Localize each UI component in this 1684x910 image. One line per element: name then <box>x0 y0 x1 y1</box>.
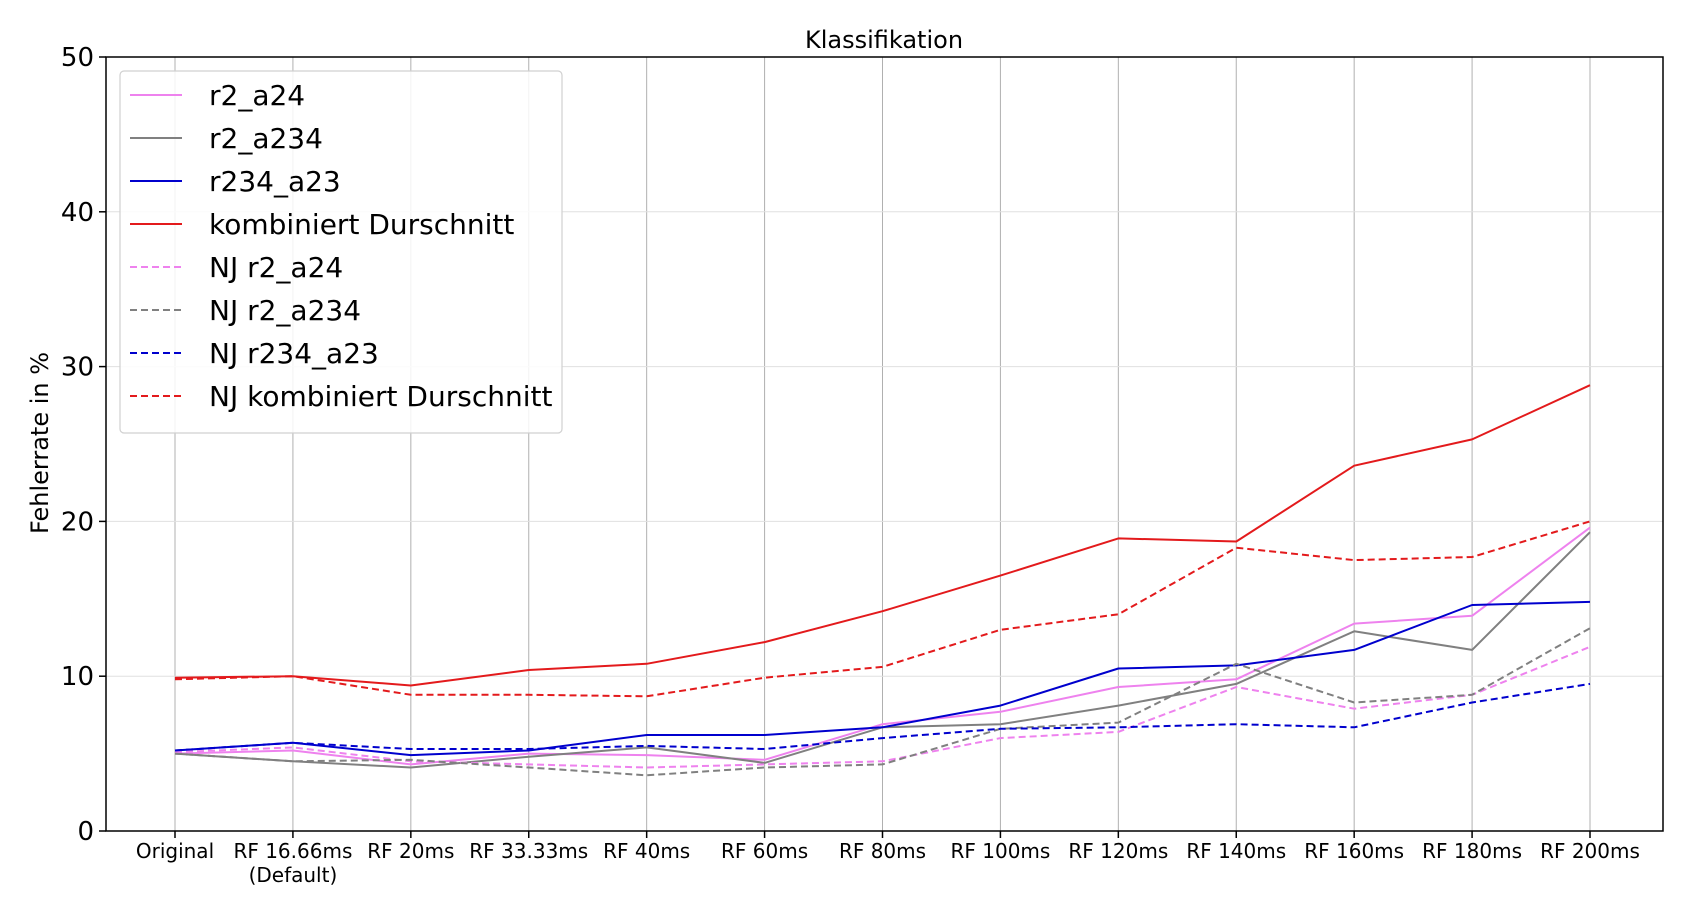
x-tick-label: Original <box>136 839 214 863</box>
plot-frame <box>105 56 1664 832</box>
legend-label: r234_a23 <box>209 165 341 198</box>
legend-label: NJ r2_a24 <box>209 251 343 284</box>
x-tick-label: RF 160ms <box>1304 839 1404 863</box>
series-lines <box>174 384 1591 777</box>
y-tick-label: 10 <box>61 662 94 692</box>
legend-label: NJ r234_a23 <box>209 337 379 370</box>
y-tick-label: 50 <box>61 43 94 73</box>
x-tick-label: RF 120ms <box>1068 839 1168 863</box>
y-tick-label: 40 <box>61 198 94 228</box>
x-tick-label: RF 200ms <box>1540 839 1640 863</box>
x-tick-label: RF 100ms <box>950 839 1050 863</box>
x-tick-label: RF 80ms <box>839 839 926 863</box>
legend-box <box>119 70 563 434</box>
x-tick-label: RF 20ms <box>367 839 454 863</box>
legend-label: NJ kombiniert Durschnitt <box>209 380 552 413</box>
series-line <box>174 384 1591 687</box>
x-axis: Original RF 16.66ms (Default) RF 20ms RF 33.… <box>136 831 1640 887</box>
x-tick-label: RF 40ms <box>603 839 690 863</box>
y-tick-label: 30 <box>61 353 94 383</box>
chart-title: Klassifikation <box>805 26 963 54</box>
x-tick-label: RF 33.33ms <box>469 839 588 863</box>
series-line <box>174 645 1591 769</box>
x-tick-label: RF 180ms <box>1422 839 1522 863</box>
y-tick-label: 0 <box>77 817 94 847</box>
x-tick-label: RF 140ms <box>1186 839 1286 863</box>
y-tick-label: 20 <box>61 507 94 537</box>
legend-label: r2_a234 <box>209 122 323 155</box>
y-axis: 0 10 20 30 40 50 <box>61 43 106 847</box>
series-line <box>174 526 1591 766</box>
legend: r2_a24 r2_a234 r234_a23 kombiniert Durschni… <box>119 70 563 434</box>
legend-label: kombiniert Durschnitt <box>209 208 514 241</box>
y-axis-label: Fehlerrate in % <box>26 352 54 534</box>
x-tick-label: RF 16.66ms (Default) <box>233 839 352 887</box>
series-line <box>174 520 1591 698</box>
x-tick-label: RF 60ms <box>721 839 808 863</box>
series-line <box>174 682 1591 752</box>
series-line <box>174 600 1591 757</box>
legend-label: r2_a24 <box>209 79 305 112</box>
series-line <box>174 627 1591 777</box>
legend-label: NJ r2_a234 <box>209 294 361 327</box>
